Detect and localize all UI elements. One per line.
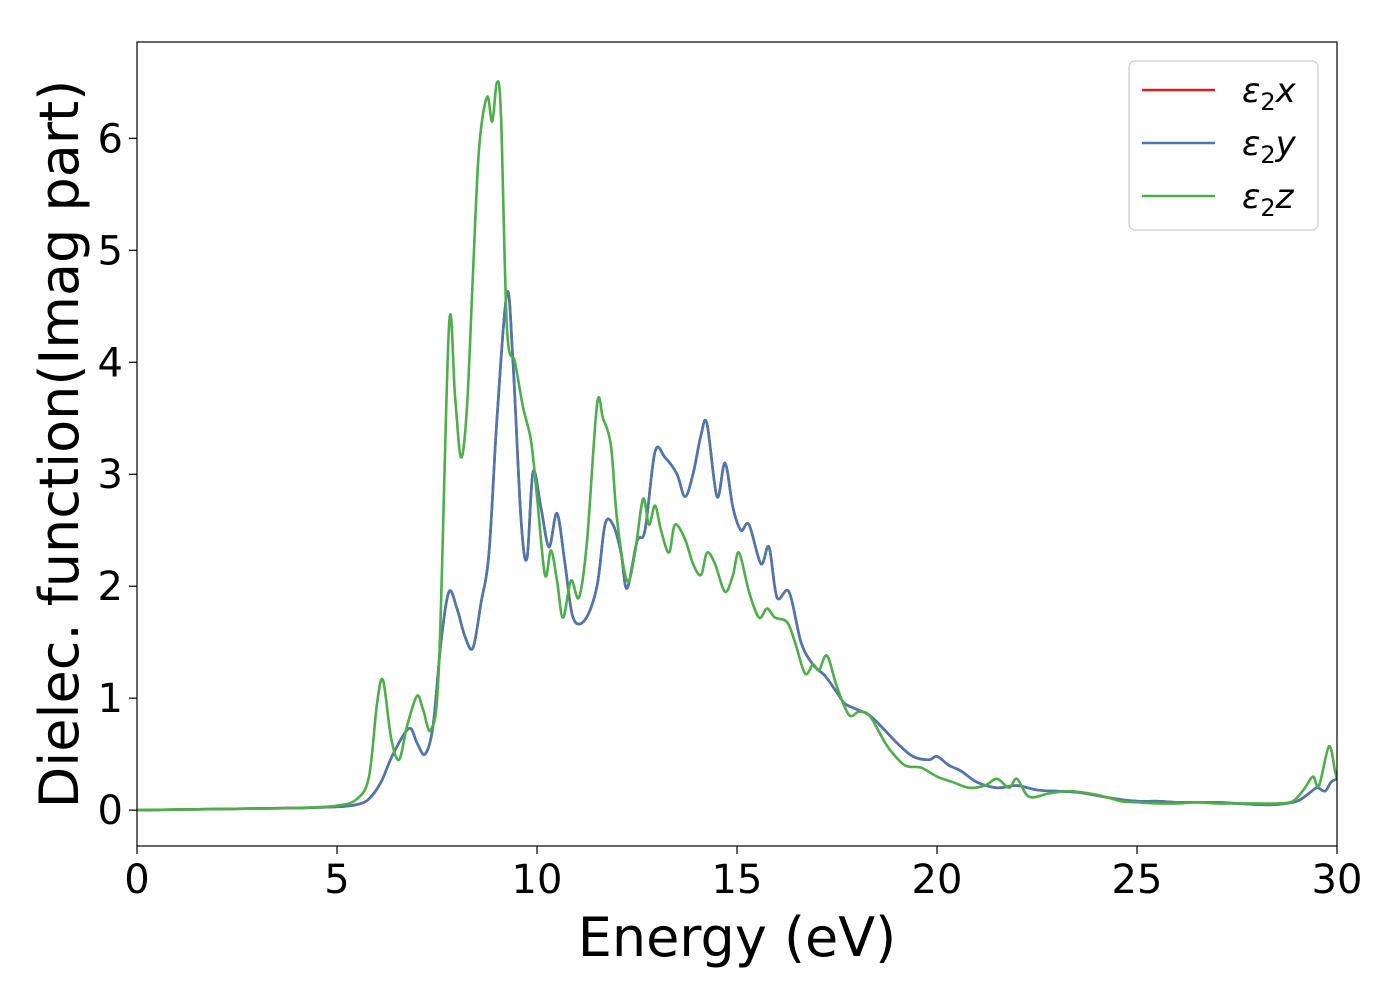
legend-label-x: ε2x (1242, 71, 1297, 116)
x-tick-label: 20 (912, 857, 963, 903)
y-tick-label: 0 (98, 788, 123, 834)
y-tick-label: 4 (98, 340, 123, 386)
series-line-x (137, 290, 1337, 812)
y-axis: 0 1 2 3 4 5 6 (98, 116, 137, 834)
x-tick-label: 10 (512, 857, 563, 903)
x-tick-label: 0 (124, 857, 149, 903)
legend-box (1128, 60, 1319, 231)
series-line-z (137, 80, 1337, 812)
x-tick-label: 5 (324, 857, 349, 903)
legend: ε2x ε2y ε2z (1128, 60, 1319, 231)
y-tick-label: 5 (98, 228, 123, 274)
legend-label-y: ε2y (1242, 124, 1297, 169)
series-layer (137, 80, 1337, 812)
x-tick-label: 30 (1312, 857, 1363, 903)
y-tick-label: 3 (98, 452, 123, 498)
x-tick-label: 25 (1112, 857, 1163, 903)
y-axis-label: Dielec. function(Imag part) (28, 80, 91, 809)
series-line-y (137, 290, 1337, 812)
y-tick-label: 1 (98, 676, 123, 722)
legend-label-z: ε2z (1242, 177, 1295, 222)
y-tick-label: 2 (98, 564, 123, 610)
y-tick-label: 6 (98, 116, 123, 162)
x-axis-label: Energy (eV) (578, 906, 897, 969)
x-tick-label: 15 (712, 857, 763, 903)
x-axis: 0 5 10 15 20 25 30 (124, 846, 1362, 903)
